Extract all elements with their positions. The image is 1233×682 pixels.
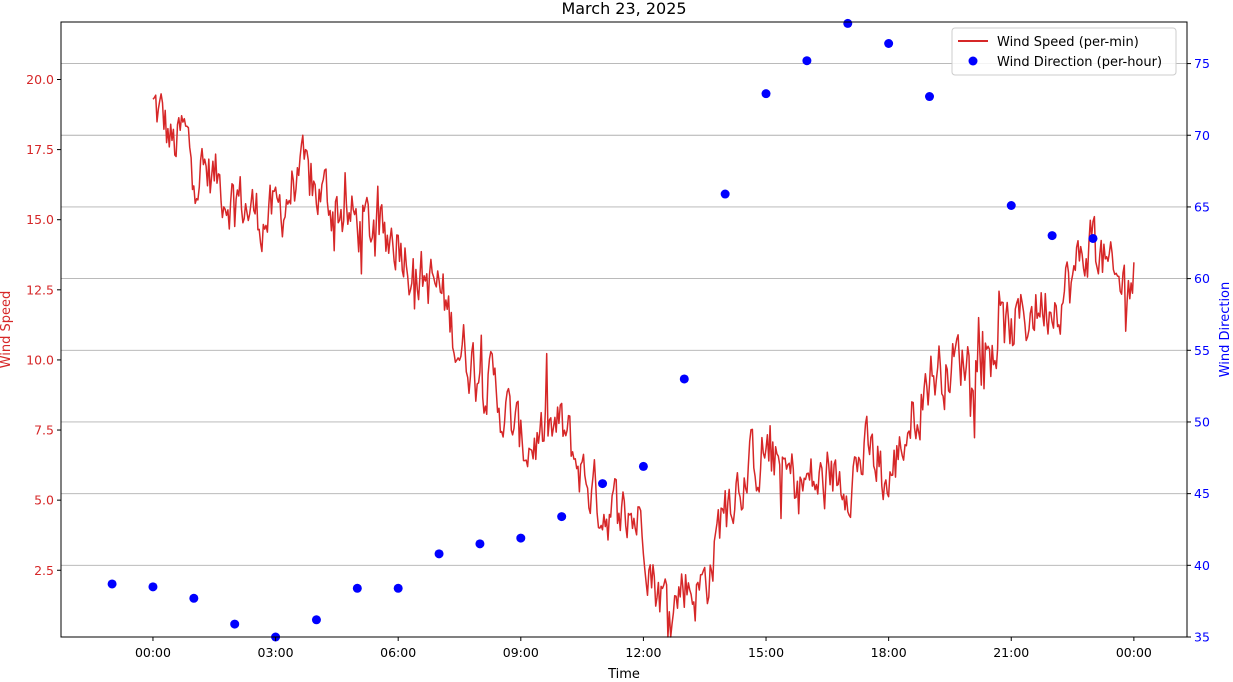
wind-direction-point	[148, 582, 158, 592]
left-tick-label: 10.0	[26, 352, 54, 367]
wind-direction-point	[761, 89, 771, 99]
right-tick-label: 45	[1194, 486, 1210, 501]
wind-direction-point	[311, 615, 321, 625]
right-tick-label: 75	[1194, 56, 1210, 71]
x-tick-label: 18:00	[871, 645, 907, 660]
right-tick-label: 50	[1194, 414, 1210, 429]
x-axis-label: Time	[607, 667, 640, 682]
wind-direction-point	[1088, 233, 1098, 243]
left-tick-label: 17.5	[26, 142, 54, 157]
right-tick-label: 65	[1194, 199, 1210, 214]
legend-box	[951, 27, 1177, 76]
legend-direction-swatch	[968, 56, 978, 66]
right-tick-label: 35	[1194, 630, 1210, 645]
right-axis-label: Wind Direction	[1218, 282, 1233, 378]
right-tick-label: 70	[1194, 128, 1210, 143]
x-tick-label: 06:00	[380, 645, 416, 660]
chart-title: March 23, 2025	[561, 0, 686, 18]
wind-direction-point	[679, 374, 689, 384]
left-axis-label: Wind Speed	[0, 291, 14, 369]
wind-direction-point	[802, 56, 812, 66]
left-tick-label: 12.5	[26, 282, 54, 297]
wind-direction-point	[475, 539, 485, 549]
right-tick-label: 40	[1194, 558, 1210, 573]
x-tick-label: 03:00	[258, 645, 294, 660]
right-tick-label: 60	[1194, 271, 1210, 286]
right-tick-label: 55	[1194, 343, 1210, 358]
x-tick-label: 12:00	[625, 645, 661, 660]
wind-direction-point	[925, 92, 935, 102]
legend-direction-label: Wind Direction (per-hour)	[997, 55, 1162, 70]
wind-direction-point	[189, 593, 199, 603]
legend: Wind Speed (per-min) Wind Direction (per…	[951, 27, 1177, 76]
x-tick-label: 09:00	[503, 645, 539, 660]
grid-layer	[61, 63, 1187, 638]
wind-direction-point	[1047, 231, 1057, 241]
left-tick-label: 2.5	[34, 563, 54, 578]
left-tick-label: 15.0	[26, 212, 54, 227]
wind-direction-point	[352, 583, 362, 593]
wind-direction-point	[557, 512, 567, 522]
wind-direction-point	[434, 549, 444, 559]
wind-direction-point	[884, 39, 894, 49]
left-tick-label: 20.0	[26, 72, 54, 87]
wind-direction-point	[230, 619, 240, 629]
wind-direction-point	[843, 18, 853, 28]
ticks-layer: 35 40 45 50 55 60 65 70 75 2.5 5.0 7.5 10.0 12.5 15.0 1…	[26, 56, 1210, 660]
wind-direction-point	[720, 189, 730, 199]
x-tick-label: 15:00	[748, 645, 784, 660]
legend-speed-label: Wind Speed (per-min)	[997, 35, 1139, 50]
x-tick-label: 21:00	[993, 645, 1029, 660]
wind-speed-line	[152, 93, 1135, 638]
wind-direction-point	[393, 583, 403, 593]
wind-direction-point	[107, 579, 117, 589]
wind-direction-point	[598, 479, 608, 489]
x-tick-label: 00:00	[135, 645, 171, 660]
wind-direction-point	[516, 533, 526, 543]
x-tick-label: 00:00	[1116, 645, 1152, 660]
wind-direction-point	[1006, 200, 1016, 210]
wind-direction-point	[638, 461, 648, 471]
left-tick-label: 7.5	[34, 423, 54, 438]
left-tick-label: 5.0	[34, 493, 54, 508]
plot-layer	[107, 18, 1135, 642]
axes-frame	[60, 21, 1188, 638]
